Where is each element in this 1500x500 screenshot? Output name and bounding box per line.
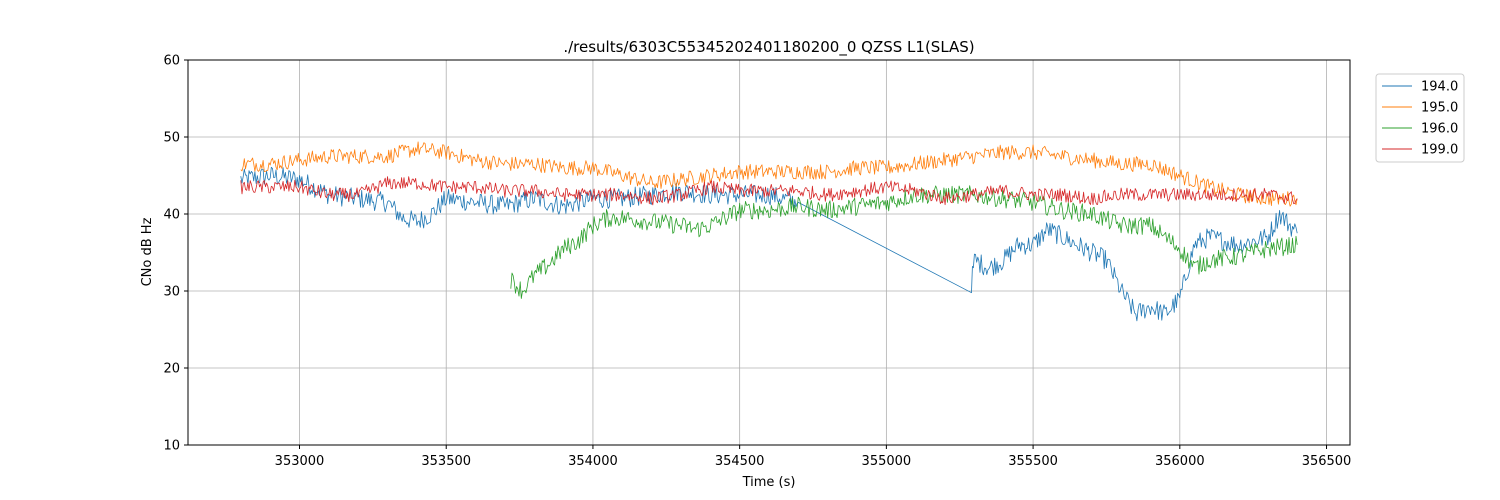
x-tick-label: 354500 [715, 454, 765, 469]
series-line-194.0 [240, 166, 1298, 322]
y-tick-label: 50 [163, 131, 180, 146]
x-tick-label: 355500 [1008, 454, 1058, 469]
plot-frame [187, 59, 1351, 446]
grid [188, 59, 1350, 446]
series-line-199.0 [240, 176, 1298, 206]
series-layer [240, 141, 1298, 322]
legend: 194.0 195.0 196.0 199.0 [1375, 73, 1465, 163]
legend-label: 199.0 [1421, 143, 1458, 158]
chart-title: ./results/6303C55345202401180200_0 QZSS … [563, 38, 974, 57]
x-axis: 353000 353500 354000 354500 355000 355500 3560… [275, 445, 1352, 469]
x-tick-label: 356000 [1155, 454, 1205, 469]
x-axis-label: Time (s) [742, 475, 796, 490]
x-tick-label: 355000 [862, 454, 912, 469]
legend-label: 195.0 [1421, 101, 1458, 116]
y-axis: 10 20 30 40 50 60 [163, 54, 188, 454]
x-tick-label: 354000 [568, 454, 618, 469]
legend-label: 196.0 [1421, 122, 1458, 137]
legend-box [1375, 73, 1465, 163]
series-line-195.0 [240, 141, 1298, 207]
y-tick-label: 60 [163, 54, 180, 69]
y-axis-label: CNo dB Hz [140, 217, 155, 286]
y-tick-label: 10 [163, 439, 180, 454]
x-tick-label: 353500 [421, 454, 471, 469]
x-tick-label: 353000 [275, 454, 325, 469]
y-tick-label: 20 [163, 362, 180, 377]
y-tick-label: 40 [163, 208, 180, 223]
series-line-196.0 [510, 185, 1298, 299]
y-tick-label: 30 [163, 285, 180, 300]
legend-label: 194.0 [1421, 80, 1458, 95]
x-tick-label: 356500 [1302, 454, 1352, 469]
